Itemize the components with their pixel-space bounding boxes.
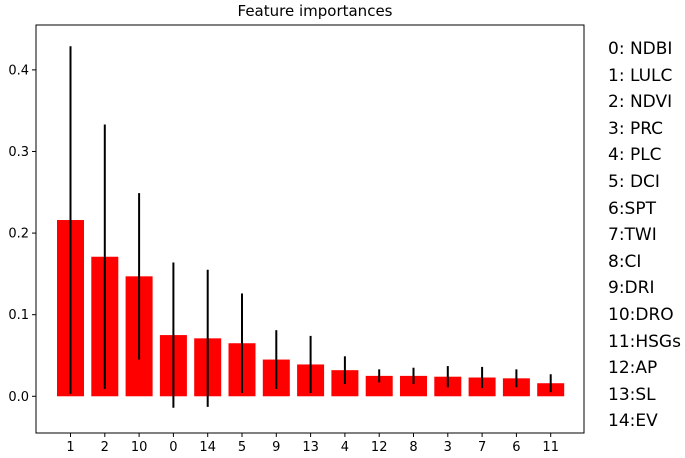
legend-entry: 0: NDBI [608, 39, 673, 59]
x-tick-label: 2 [101, 440, 109, 455]
legend-entry: 1: LULC [608, 65, 673, 86]
y-tick-label: 0.1 [8, 308, 29, 323]
legend-entry: 14:EV [608, 411, 658, 432]
x-tick-label: 7 [478, 440, 486, 455]
legend-entry: 13:SL [608, 384, 656, 405]
y-tick-label: 0.3 [8, 145, 29, 160]
legend-entry: 4: PLC [608, 145, 662, 166]
y-axis: 0.0 0.1 0.2 0.3 0.4 [8, 63, 36, 405]
x-tick-label: 9 [272, 440, 280, 455]
x-tick-label: 12 [371, 440, 388, 455]
x-tick-label: 10 [131, 440, 148, 455]
legend-entry: 6:SPT [608, 198, 656, 219]
legend-entry: 11:HSGs [608, 331, 681, 352]
y-tick-label: 0.0 [8, 390, 29, 405]
bar-8 [400, 375, 427, 397]
legend-entry: 10:DRO [608, 304, 674, 325]
x-tick-label: 11 [542, 440, 559, 455]
legend-entry: 5: DCI [608, 171, 660, 192]
legend-entry: 9:DRI [608, 278, 655, 299]
legend-entry: 7:TWI [608, 225, 657, 246]
x-tick-label: 3 [444, 440, 452, 455]
legend-entry: 12:AP [608, 358, 658, 379]
legend-entry: 2: NDVI [608, 92, 673, 113]
chart-title: Feature importances [238, 2, 393, 20]
bar-6 [502, 378, 530, 397]
x-tick-label: 13 [302, 440, 319, 455]
x-tick-label: 14 [199, 440, 216, 455]
x-axis: 1 2 10 0 14 5 9 13 4 12 8 3 7 6 11 [66, 433, 559, 455]
legend-entry: 8:CI [608, 251, 642, 272]
x-tick-label: 6 [512, 440, 520, 455]
x-tick-label: 0 [169, 440, 177, 455]
plot-area-frame [35, 24, 585, 434]
legend-entry: 3: PRC [608, 118, 664, 139]
x-tick-label: 4 [341, 440, 349, 455]
y-tick-label: 0.4 [8, 63, 29, 78]
feature-legend: 0: NDBI 1: LULC 2: NDVI 3: PRC 4: PLC 5: DCI 6… [608, 36, 681, 435]
error-bars-layer [69, 46, 552, 408]
y-tick-label: 0.2 [8, 227, 29, 242]
bar-12 [365, 375, 393, 397]
x-tick-label: 5 [238, 440, 246, 455]
x-tick-label: 8 [409, 440, 417, 455]
x-tick-label: 1 [66, 440, 74, 455]
